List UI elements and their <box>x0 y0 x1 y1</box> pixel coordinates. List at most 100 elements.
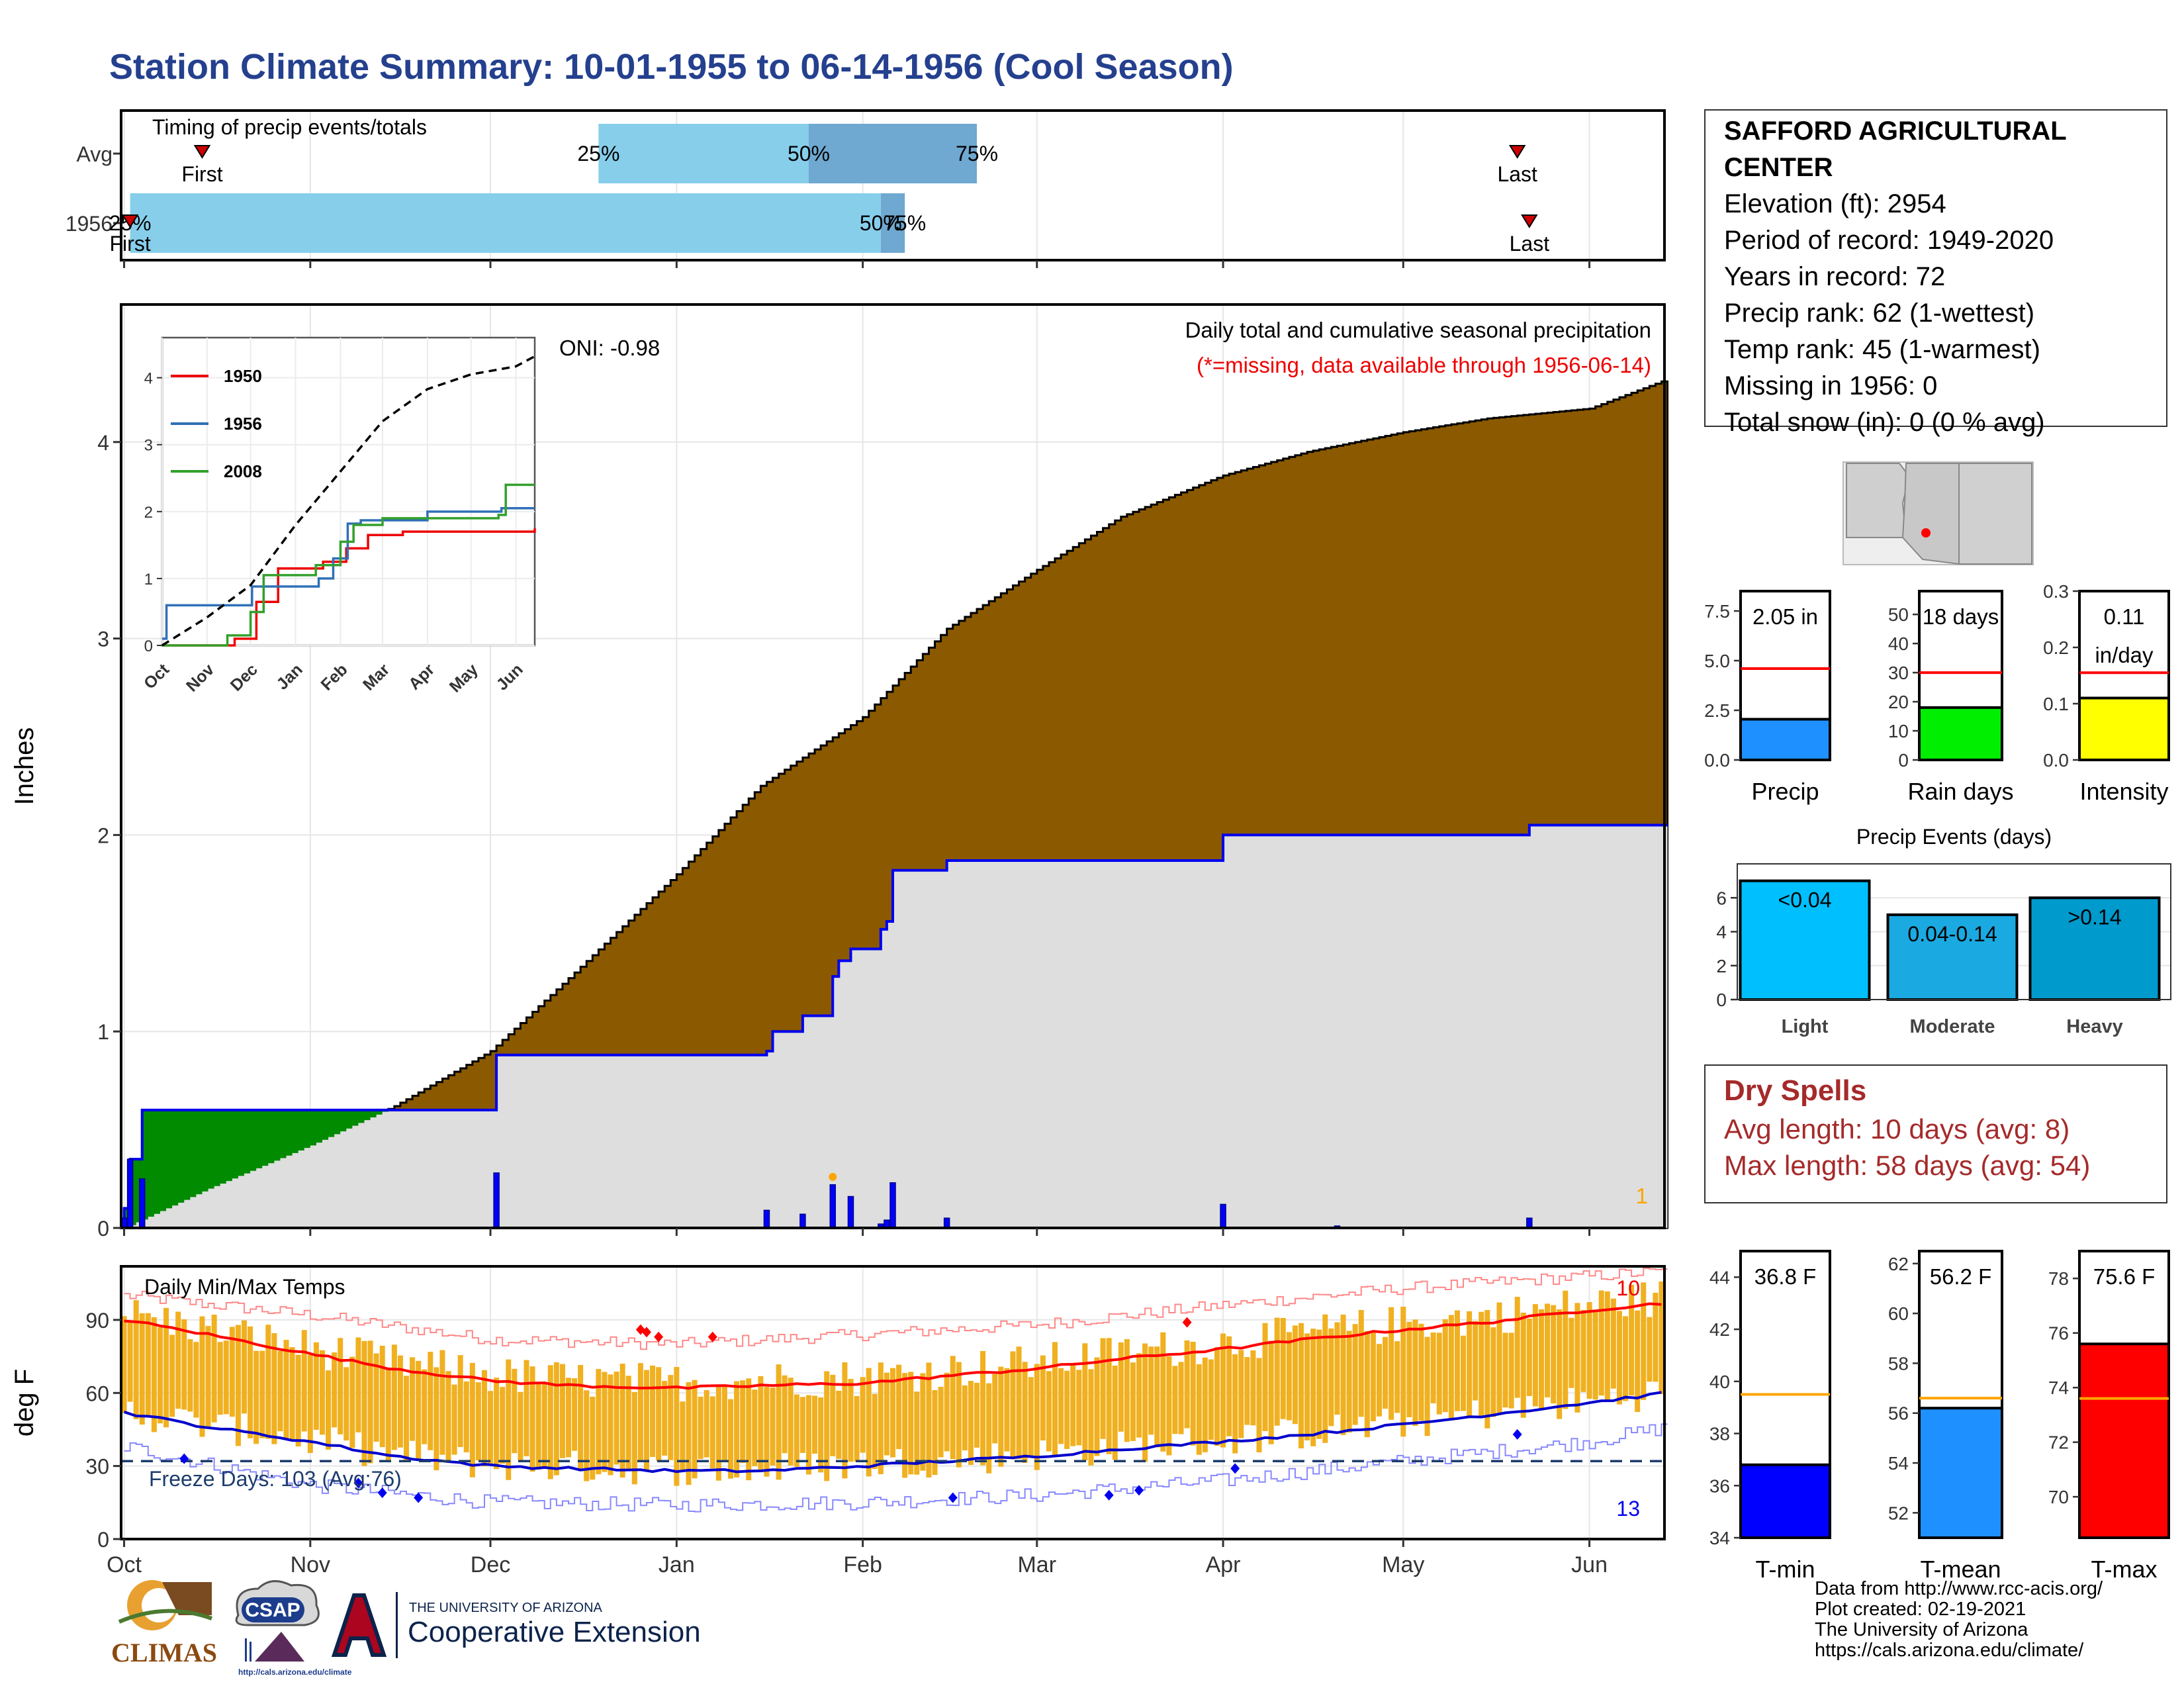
temp-daily-bar <box>914 1391 920 1475</box>
temp-daily-bar <box>590 1396 596 1480</box>
precip-daily-bar <box>1220 1203 1226 1229</box>
precip-daily-bar <box>1526 1217 1533 1229</box>
temp-ytick-label: 30 <box>85 1455 109 1479</box>
temp-daily-bar <box>782 1375 788 1454</box>
station-name-line1: SAFFORD AGRICULTURAL <box>1724 117 2067 146</box>
temp-daily-bar <box>1004 1368 1010 1452</box>
precip-daily-bar <box>126 1158 134 1229</box>
mini_tmean-ytick-label: 52 <box>1888 1503 1909 1523</box>
temp-daily-bar <box>1545 1303 1551 1397</box>
temp-daily-bar <box>1034 1364 1040 1470</box>
temp-daily-bar <box>1262 1323 1268 1432</box>
temp-daily-bar <box>920 1373 926 1471</box>
temp-daily-bar <box>235 1325 241 1446</box>
temp-daily-bar <box>1052 1342 1058 1457</box>
mini_precip-ytick-label: 7.5 <box>1704 601 1730 622</box>
timing-Avg-pct-label: 75% <box>956 142 998 165</box>
timing-chart-title: Timing of precip events/totals <box>152 115 427 139</box>
mini_tmax-ytick-label: 74 <box>2048 1378 2069 1398</box>
temp-daily-bar <box>721 1385 727 1462</box>
events-category-light: Light <box>1782 1016 1829 1037</box>
temp-daily-bar <box>410 1357 416 1441</box>
temp-daily-bar <box>1412 1319 1418 1427</box>
temp-record-high-line <box>124 1268 1668 1350</box>
temp-daily-bar <box>1454 1310 1460 1411</box>
temp-low-count: 13 <box>1616 1497 1640 1521</box>
temp-daily-bar <box>1202 1357 1208 1452</box>
mini_raindays-value-label: 18 days <box>1923 604 1999 629</box>
mini_precip-ytick-label: 0.0 <box>1704 750 1730 771</box>
temp-daily-bar <box>1394 1341 1400 1413</box>
ua-small-text: THE UNIVERSITY OF ARIZONA <box>409 1601 603 1615</box>
temp-daily-bar <box>625 1376 631 1469</box>
temp-daily-bar <box>1148 1346 1154 1435</box>
events-ytick-label: 2 <box>1716 956 1727 976</box>
precip-above-average-area <box>124 1109 388 1228</box>
temp-daily-bar <box>1448 1315 1454 1419</box>
timing-Avg-first-marker <box>193 145 211 159</box>
mini_tmean-ytick-label: 60 <box>1888 1303 1909 1324</box>
temp-daily-bar <box>1623 1316 1629 1401</box>
mini_intensity-ytick-label: 0.3 <box>2043 581 2069 602</box>
inset-avg-line <box>161 355 535 647</box>
precip-ytick-label: 4 <box>97 431 109 455</box>
mini_precip-ytick-label: 2.5 <box>1704 700 1730 721</box>
temp-month-label: Jun <box>1571 1552 1608 1577</box>
temp-daily-bar <box>1442 1319 1448 1413</box>
temp-daily-bar <box>866 1368 872 1477</box>
station-years: Years in record: 72 <box>1724 262 1946 291</box>
temp-daily-bar <box>475 1382 481 1461</box>
mini_raindays-ytick-label: 20 <box>1888 692 1909 712</box>
temp-daily-bar <box>1490 1327 1496 1417</box>
temp-daily-bar <box>698 1396 704 1460</box>
temp-daily-bar <box>1604 1291 1610 1401</box>
temp-daily-bar <box>1112 1365 1118 1460</box>
temp-daily-bar <box>902 1373 908 1478</box>
precip-daily-bar <box>889 1182 896 1229</box>
temp-daily-bar <box>1040 1355 1046 1441</box>
temp-daily-bar <box>758 1376 764 1470</box>
mini_tmax-bar <box>2078 1342 2170 1539</box>
temp-daily-bar <box>451 1384 457 1455</box>
temp-daily-bar <box>1022 1362 1028 1463</box>
timing-row-label-Avg: Avg <box>76 142 113 166</box>
temp-daily-bar <box>481 1370 487 1467</box>
events-category-moderate: Moderate <box>1910 1016 1995 1037</box>
timing-1956-first-half-bar <box>130 193 881 253</box>
temp-daily-bar <box>734 1381 740 1477</box>
temp-daily-bar <box>229 1327 235 1417</box>
temp-daily-bar <box>1238 1350 1244 1438</box>
mini_raindays-ytick-label: 30 <box>1888 663 1909 683</box>
timing-1956-last-label: Last <box>1510 232 1550 256</box>
temp-y-axis-label: deg F <box>10 1369 39 1436</box>
temp-daily-bar <box>1551 1305 1557 1404</box>
mini_precip-value-label: 2.05 in <box>1752 604 1818 629</box>
temp-daily-bar <box>494 1378 500 1470</box>
temp-daily-bar <box>602 1372 608 1472</box>
temp-record-low-marker <box>414 1492 424 1503</box>
precip-ytick-label: 2 <box>97 823 109 847</box>
temp-daily-bar <box>950 1356 956 1460</box>
temp-record-low-marker <box>1134 1485 1144 1496</box>
temp-daily-bar <box>1310 1329 1316 1446</box>
temp-daily-bar <box>1094 1357 1100 1456</box>
temp-daily-bar <box>121 1316 127 1413</box>
temp-daily-bar <box>1538 1309 1544 1410</box>
precip-season-cumulative-line <box>122 823 1668 1228</box>
mini_tmin-value-label: 36.8 F <box>1754 1264 1817 1289</box>
mini_intensity-bar <box>2078 696 2170 761</box>
inset-ytick-label: 2 <box>144 504 153 522</box>
temp-month-label: Feb <box>843 1552 882 1577</box>
temp-daily-bar <box>794 1394 799 1467</box>
inset-series-1950 <box>162 528 536 647</box>
temp-daily-bar <box>385 1367 391 1461</box>
temp-daily-bar <box>367 1340 373 1464</box>
temp-daily-bar <box>1220 1333 1226 1448</box>
temp-daily-bar <box>127 1323 133 1402</box>
temp-daily-bar <box>854 1395 860 1462</box>
temp-daily-bar <box>1610 1298 1616 1389</box>
timing-Avg-last-label: Last <box>1497 162 1537 186</box>
temp-daily-bar <box>1268 1340 1274 1444</box>
precip-season-cumulative-area <box>124 825 1668 1228</box>
